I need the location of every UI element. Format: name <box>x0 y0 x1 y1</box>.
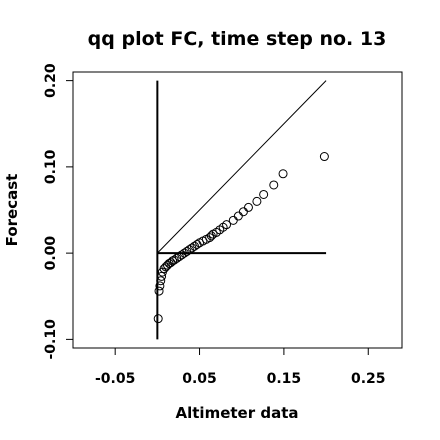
y-tick-label: -0.10 <box>43 319 59 360</box>
data-point <box>154 286 164 296</box>
data-point <box>252 196 262 206</box>
data-point <box>222 220 232 230</box>
x-tick-label: 0.05 <box>182 371 217 387</box>
x-tick-label: 0.15 <box>267 371 302 387</box>
y-tick-label: 0.00 <box>43 236 59 271</box>
data-point <box>233 211 243 221</box>
y-tick-label: 0.10 <box>43 149 59 184</box>
reference-line-identity <box>157 80 327 254</box>
data-point <box>159 264 169 274</box>
reference-lines <box>156 80 327 340</box>
x-tick-label: 0.25 <box>351 371 386 387</box>
data-point <box>228 215 238 225</box>
data-points <box>153 152 329 324</box>
data-point <box>205 233 215 243</box>
data-point <box>155 281 165 291</box>
x-axis-label: Altimeter data <box>176 404 299 422</box>
y-axis-label: Forecast <box>3 174 21 247</box>
x-tick-label: -0.05 <box>95 371 135 387</box>
data-point <box>259 189 269 199</box>
y-axis: -0.10 0.00 0.10 0.20 <box>43 63 74 360</box>
data-point <box>156 276 166 286</box>
plot-frame <box>72 71 403 349</box>
data-point <box>157 271 167 281</box>
x-axis: -0.05 0.05 0.15 0.25 <box>95 347 386 387</box>
data-point <box>238 207 248 217</box>
data-point <box>269 180 279 190</box>
data-point <box>278 169 288 179</box>
data-point <box>243 202 253 212</box>
data-point <box>153 314 163 324</box>
y-tick-label: 0.20 <box>43 63 59 98</box>
chart-title: qq plot FC, time step no. 13 <box>88 28 387 50</box>
data-point <box>319 152 329 162</box>
